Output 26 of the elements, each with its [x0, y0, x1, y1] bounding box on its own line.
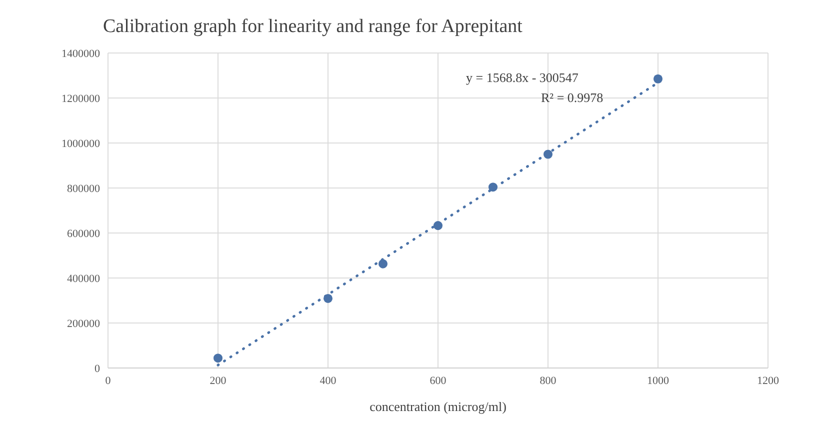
y-tick-label: 600000 [67, 228, 100, 240]
x-tick-label: 1200 [757, 374, 780, 387]
y-tick-label: 1400000 [62, 48, 100, 60]
point [378, 259, 388, 268]
x-tick-label: 800 [540, 374, 557, 387]
point [488, 182, 498, 192]
annotation: R² = 0.9978 [541, 90, 604, 106]
point [653, 74, 663, 84]
point [433, 221, 443, 230]
chart-title: Calibration graph for linearity and range for Aprepitant [103, 16, 522, 38]
point [543, 150, 553, 159]
annotation: y = 1568.8x - 300547 [466, 70, 578, 86]
x-tick-label: 400 [320, 374, 337, 387]
y-tick-label: 200000 [67, 318, 100, 330]
x-axis-title: concentration (microg/ml) [370, 399, 506, 414]
point [213, 354, 223, 363]
y-tick-label: 0 [94, 362, 100, 375]
x-tick-label: 0 [105, 374, 112, 387]
x-tick-label: 600 [430, 374, 447, 387]
y-tick-label: 400000 [67, 272, 100, 285]
y-tick-label: 1000000 [62, 138, 100, 150]
x-tick-label: 1000 [647, 374, 670, 387]
x-tick-label: 200 [210, 374, 227, 387]
y-tick-label: 1200000 [62, 92, 100, 105]
point [323, 294, 333, 303]
y-tick-label: 800000 [67, 182, 100, 195]
